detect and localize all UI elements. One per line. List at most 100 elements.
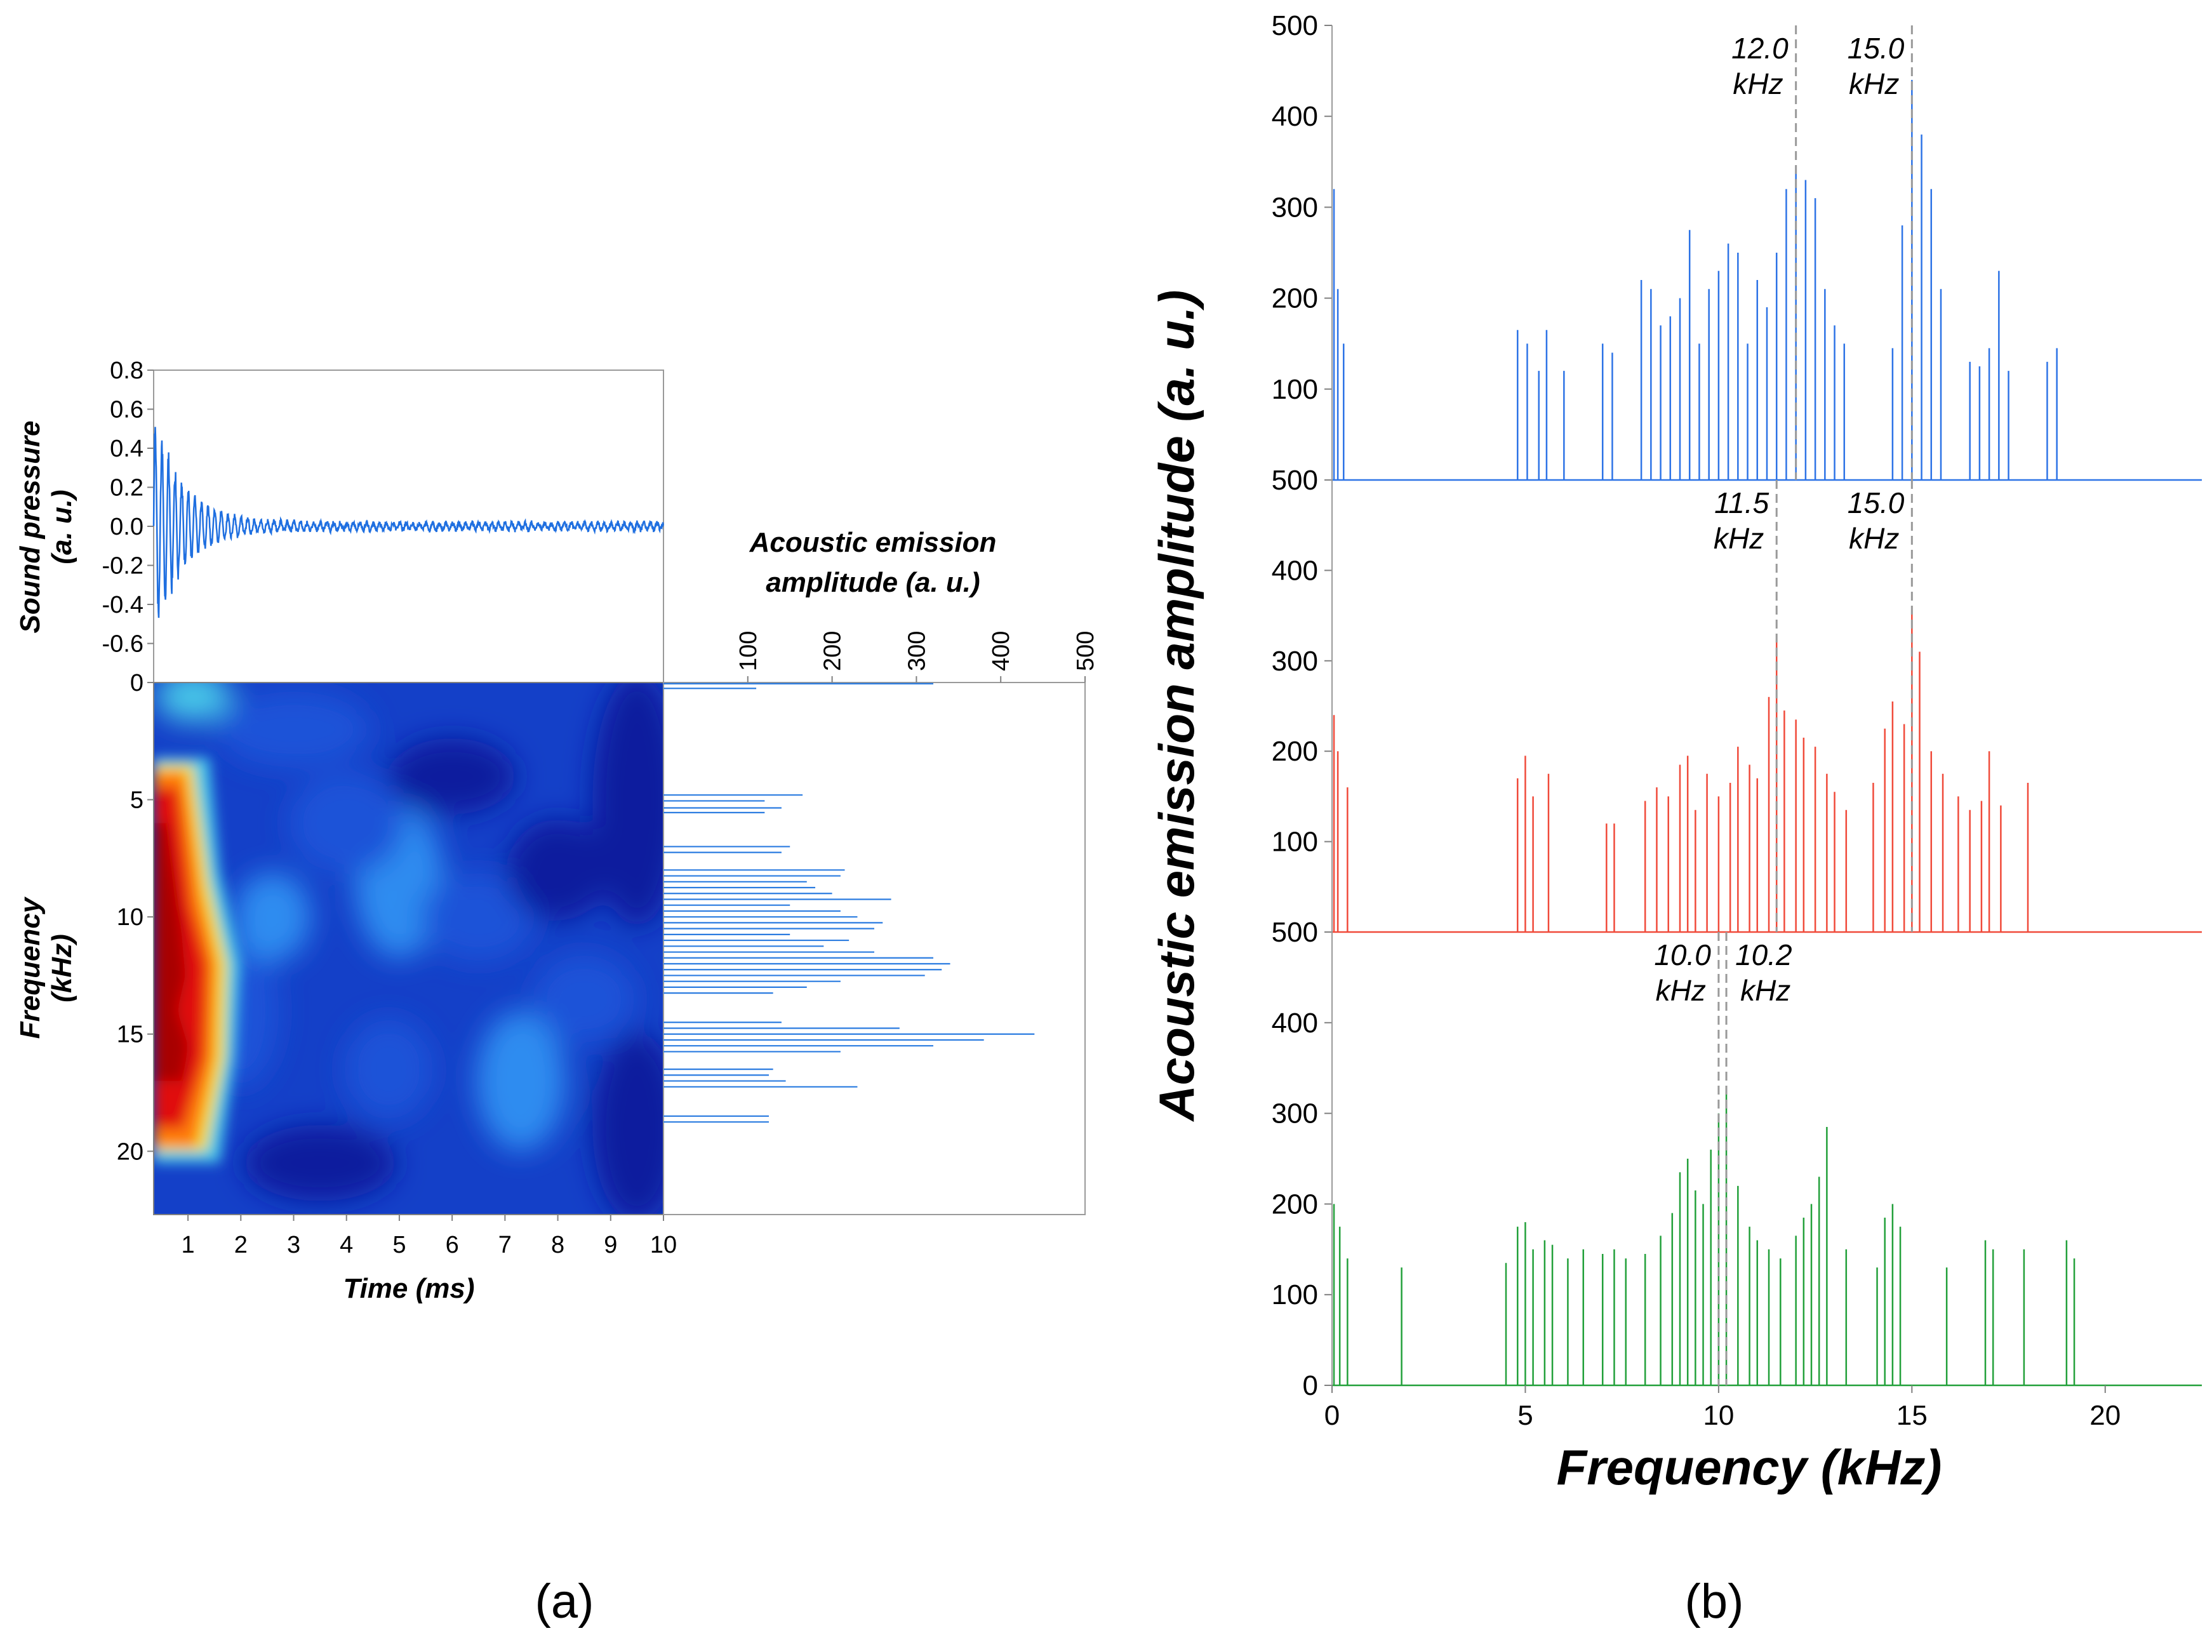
sp-y-tick-label: 0.0 (110, 514, 143, 540)
frequency-marker-label: 10.0 (1654, 938, 1711, 971)
b-y-tick-label: 100 (1272, 374, 1318, 405)
frequency-marker-unit: kHz (1740, 974, 1790, 1007)
spec-x-tick-label: 3 (287, 1232, 300, 1258)
spectrogram-ylabel-line2: (kHz) (46, 934, 77, 1003)
heatmap-blob (592, 683, 663, 927)
sound-pressure-ylabel-line1: Sound pressure (15, 421, 46, 634)
frequency-marker-unit: kHz (1656, 974, 1706, 1007)
stacked-spectra-chart: 50040030020010012.0kHz15.0kHz50040030020… (1149, 10, 2202, 1495)
sp-y-tick-label: -0.2 (102, 553, 143, 580)
heatmap-blob (476, 1011, 566, 1151)
heatmap-blob (289, 772, 404, 874)
sound-pressure-trace (152, 427, 665, 618)
heatmap-blob (592, 1032, 663, 1215)
b-y-tick-label: 300 (1272, 192, 1318, 223)
spectrogram-heatmap (154, 683, 663, 1215)
spectrogram-y-ticks: 0 5 10 15 20 (117, 670, 154, 1165)
sp-y-tick-label: 0.2 (110, 475, 143, 502)
heatmap-hot-region (154, 757, 241, 1163)
spec-y-tick-label: 10 (117, 904, 143, 931)
b-y-tick-label: 500 (1272, 917, 1318, 948)
heatmap-blob (217, 691, 370, 768)
stacked-spectra-x-ticks: 0 5 10 15 20 (1324, 1385, 2121, 1431)
spec-x-tick-label: 1 (182, 1232, 195, 1258)
spec-x-tick-label: 4 (340, 1232, 353, 1258)
sp-y-tick-label: 0.4 (110, 436, 143, 462)
b-y-tick-label: 200 (1272, 736, 1318, 767)
heatmap-blob (421, 872, 536, 962)
spec-x-tick-label: 7 (498, 1232, 512, 1258)
spec-y-tick-label: 0 (130, 670, 143, 696)
spec-x-tick-label: 8 (551, 1232, 564, 1258)
b-y-tick-label: 500 (1272, 465, 1318, 496)
heatmap-blob (244, 1124, 397, 1201)
side-spectrum-title-line2: amplitude (a. u.) (766, 567, 980, 598)
b-x-tick-label: 20 (2089, 1400, 2121, 1431)
b-y-tick-label: 200 (1272, 283, 1318, 314)
sound-pressure-y-ticks: 0.8 0.6 0.4 0.2 0.0 -0.2 -0.4 -0.6 (102, 357, 154, 658)
sp-y-tick-label: 0.6 (110, 397, 143, 423)
spectrogram-x-ticks: 1 2 3 4 5 6 7 8 9 10 (182, 1215, 677, 1258)
b-y-tick-label: 200 (1272, 1189, 1318, 1220)
heatmap-hot-contour (154, 823, 189, 1081)
spectrogram-chart: 1 2 3 4 5 6 7 8 9 10 0 5 10 15 20 Time (ms) Frequency… (15, 670, 677, 1304)
heatmap-blob (507, 819, 609, 921)
heatmap-blob (533, 954, 636, 1044)
frequency-marker-unit: kHz (1714, 522, 1764, 555)
frequency-marker-unit: kHz (1849, 522, 1899, 555)
b-y-tick-label: 400 (1272, 1008, 1318, 1039)
b-x-tick-label: 10 (1703, 1400, 1734, 1431)
sp-y-tick-label: 0.8 (110, 357, 143, 384)
spec-y-tick-label: 5 (130, 787, 143, 814)
b-y-tick-label: 0 (1303, 1370, 1318, 1401)
b-x-tick-label: 5 (1517, 1400, 1533, 1431)
side-spectrum-x-ticks: 100 200 300 400 500 (735, 631, 1099, 683)
stacked-spectra-ylabel: Acoustic emission amplitude (a. u.) (1149, 290, 1204, 1122)
spec-y-tick-label: 15 (117, 1022, 143, 1048)
panel-label-a: (a) (535, 1575, 594, 1629)
side-x-tick-label: 500 (1072, 631, 1099, 671)
heatmap-blob (155, 683, 232, 723)
spec-x-tick-label: 5 (392, 1232, 406, 1258)
spec-x-tick-label: 10 (650, 1232, 677, 1258)
frequency-marker-label: 11.5 (1714, 486, 1769, 519)
b-y-tick-label: 300 (1272, 1098, 1318, 1129)
side-spectrum-chart: 100 200 300 400 500 Acoustic emission amplit… (663, 527, 1099, 1215)
sp-y-tick-label: -0.4 (102, 592, 143, 618)
frequency-marker-unit: kHz (1733, 67, 1783, 100)
b-y-tick-label: 500 (1272, 10, 1318, 41)
spec-y-tick-label: 20 (117, 1138, 143, 1165)
spectrogram-ylabel-line1: Frequency (15, 896, 46, 1039)
b-x-tick-label: 0 (1324, 1400, 1340, 1431)
b-y-tick-label: 300 (1272, 646, 1318, 677)
b-y-tick-label: 400 (1272, 555, 1318, 586)
spec-x-tick-label: 2 (234, 1232, 248, 1258)
side-spectrum-frame (663, 682, 1086, 1215)
side-x-tick-label: 200 (820, 631, 846, 671)
spectrogram-xlabel: Time (ms) (343, 1273, 474, 1304)
frequency-marker-label: 10.2 (1735, 938, 1792, 971)
side-spectrum-bars (663, 683, 1035, 1123)
spec-x-tick-label: 9 (604, 1232, 617, 1258)
heatmap-blob (389, 738, 516, 815)
b-y-tick-label: 100 (1272, 1279, 1318, 1310)
side-spectrum-title-line1: Acoustic emission (749, 527, 997, 558)
stacked-spectra-xlabel: Frequency (kHz) (1557, 1439, 1942, 1495)
side-x-tick-label: 300 (903, 631, 930, 671)
sound-pressure-chart: 0.8 0.6 0.4 0.2 0.0 -0.2 -0.4 -0.6 Sound pressu… (15, 357, 665, 683)
frequency-marker-label: 15.0 (1848, 486, 1905, 519)
heatmap-blob (344, 1018, 434, 1121)
sound-pressure-ylabel-line2: (a. u.) (46, 490, 77, 564)
spec-x-tick-label: 6 (446, 1232, 459, 1258)
side-x-tick-label: 400 (988, 631, 1015, 671)
heatmap-blob (234, 872, 311, 962)
frequency-marker-label: 12.0 (1731, 32, 1789, 65)
stacked-spectra-panels: 50040030020010012.0kHz15.0kHz50040030020… (1272, 10, 2202, 1401)
sp-y-tick-label: -0.6 (102, 631, 143, 658)
b-y-tick-label: 100 (1272, 827, 1318, 858)
